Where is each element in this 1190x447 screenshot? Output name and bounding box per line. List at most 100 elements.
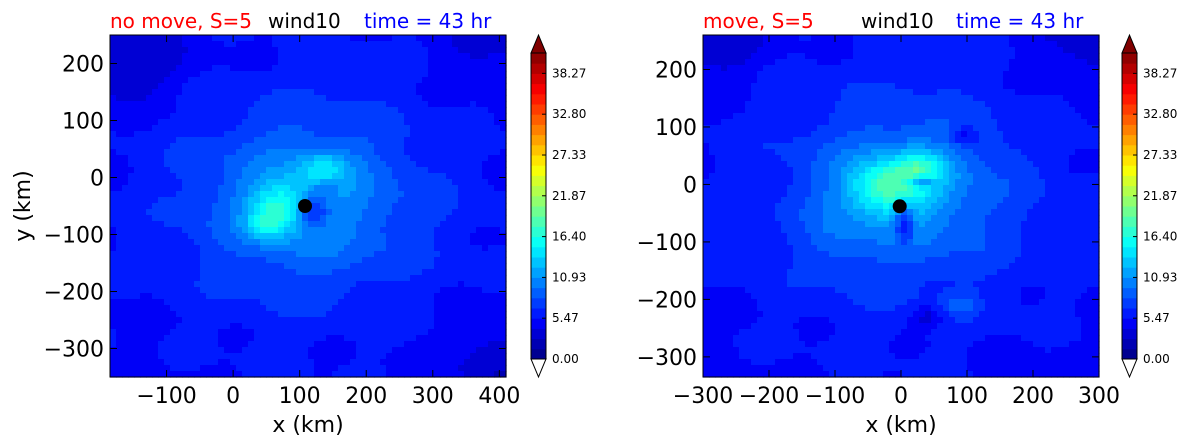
contour-cell [122, 185, 129, 192]
contour-cell [476, 137, 483, 144]
contour-cell [332, 281, 339, 288]
contour-cell [386, 233, 393, 240]
contour-cell [416, 263, 423, 270]
contour-cell [206, 41, 213, 48]
contour-cell [356, 77, 363, 84]
contour-cell [865, 89, 872, 96]
contour-cell [1033, 113, 1040, 120]
contour-cell [380, 317, 387, 324]
contour-cell [254, 65, 261, 72]
contour-cell [356, 239, 363, 246]
contour-cell [703, 125, 710, 132]
contour-cell [200, 185, 207, 192]
contour-cell [416, 191, 423, 198]
contour-cell [386, 179, 393, 186]
contour-cell [404, 197, 411, 204]
contour-cell [1003, 77, 1010, 84]
contour-cell [140, 185, 147, 192]
contour-cell [236, 299, 243, 306]
contour-cell [997, 71, 1004, 78]
contour-cell [452, 161, 459, 168]
contour-cell [458, 239, 465, 246]
contour-cell [410, 299, 417, 306]
contour-cell [817, 65, 824, 72]
contour-cell [140, 227, 147, 234]
contour-cell [146, 329, 153, 336]
contour-cell [799, 119, 806, 126]
contour-cell [134, 293, 141, 300]
contour-cell [931, 65, 938, 72]
contour-cell [745, 113, 752, 120]
contour-cell [470, 119, 477, 126]
contour-cell [350, 365, 357, 372]
contour-cell [494, 251, 501, 258]
contour-cell [727, 53, 734, 60]
contour-cell [122, 71, 129, 78]
contour-cell [937, 89, 944, 96]
contour-cell [452, 293, 459, 300]
contour-cell [913, 77, 920, 84]
contour-cell [494, 275, 501, 282]
contour-cell [344, 293, 351, 300]
contour-cell [494, 149, 501, 156]
contour-cell [344, 161, 351, 168]
contour-cell [470, 299, 477, 306]
contour-cell [194, 299, 201, 306]
contour-cell [374, 239, 381, 246]
contour-cell [476, 155, 483, 162]
contour-cell [134, 257, 141, 264]
contour-cell [338, 353, 345, 360]
contour-cell [266, 149, 273, 156]
contour-cell [811, 53, 818, 60]
contour-cell [482, 65, 489, 72]
contour-cell [733, 119, 740, 126]
contour-cell [182, 119, 189, 126]
contour-cell [871, 71, 878, 78]
contour-cell [140, 161, 147, 168]
contour-cell [326, 305, 333, 312]
contour-cell [218, 197, 225, 204]
contour-cell [128, 311, 135, 318]
contour-cell [140, 149, 147, 156]
contour-cell [769, 125, 776, 132]
contour-cell [362, 107, 369, 114]
contour-cell [272, 119, 279, 126]
contour-cell [296, 317, 303, 324]
contour-cell [494, 269, 501, 276]
contour-cell [458, 371, 465, 378]
contour-cell [416, 143, 423, 150]
contour-cell [332, 293, 339, 300]
contour-cell [338, 77, 345, 84]
panel-no-move: no move, S=5 wind10 time = 43 hr −100 0 10… [11, 9, 586, 438]
contour-cell [1051, 113, 1058, 120]
contour-cell [889, 71, 896, 78]
contour-cell [290, 137, 297, 144]
contour-cell [464, 191, 471, 198]
contour-cell [116, 251, 123, 258]
contour-cell [236, 365, 243, 372]
contour-cell [164, 221, 171, 228]
contour-cell [955, 125, 962, 132]
contour-cell [284, 251, 291, 258]
contour-cell [356, 317, 363, 324]
contour-cell [883, 47, 890, 54]
contour-cell [206, 53, 213, 60]
contour-cell [877, 131, 884, 138]
contour-cell [482, 215, 489, 222]
contour-cell [164, 311, 171, 318]
contour-cell [194, 251, 201, 258]
contour-cell [236, 227, 243, 234]
contour-cell [380, 161, 387, 168]
contour-cell [386, 341, 393, 348]
contour-cell [997, 101, 1004, 108]
contour-cell [410, 371, 417, 378]
contour-cell [829, 131, 836, 138]
contour-cell [302, 245, 309, 252]
contour-cell [266, 257, 273, 264]
contour-cell [302, 275, 309, 282]
contour-cell [979, 35, 986, 42]
contour-cell [110, 347, 117, 354]
contour-cell [913, 35, 920, 42]
contour-cell [386, 371, 393, 378]
contour-cell [338, 101, 345, 108]
